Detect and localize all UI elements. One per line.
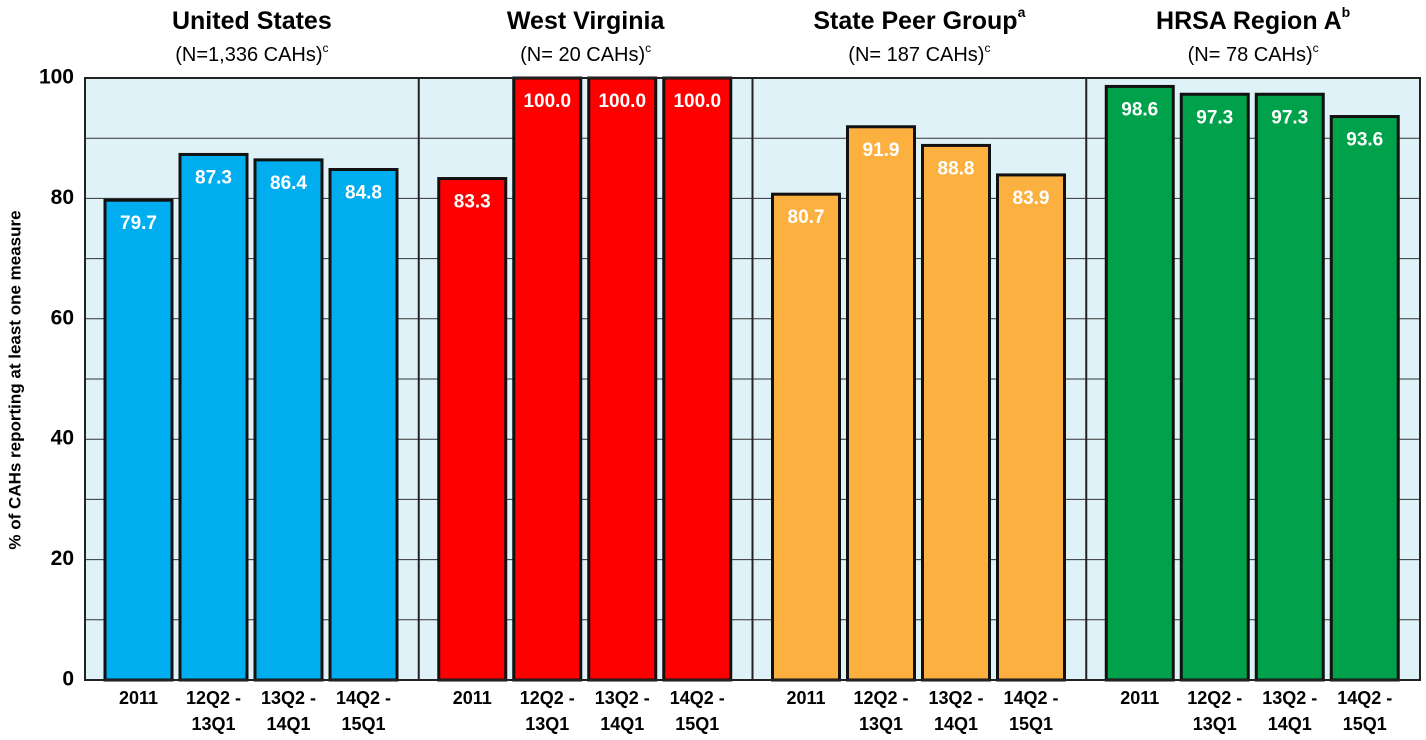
x-tick-label: 14Q1: [1268, 714, 1312, 734]
x-tick-label: 12Q2 -: [520, 688, 575, 708]
bar: [921, 143, 991, 682]
x-tick-label: 2011: [119, 688, 158, 708]
panel-subtitle-note: c: [984, 41, 990, 55]
value-label: 80.7: [788, 207, 825, 228]
value-label: 91.9: [863, 140, 900, 161]
x-tick-label: 13Q1: [525, 714, 569, 734]
bar: [437, 177, 508, 682]
y-tick-label: 20: [51, 547, 74, 570]
x-tick-label: 12Q2 -: [853, 688, 908, 708]
value-label: 83.9: [1013, 188, 1050, 209]
panel-title-text: State Peer Group: [813, 7, 1017, 35]
value-label: 97.3: [1196, 107, 1233, 128]
x-tick-label: 15Q1: [1009, 714, 1053, 734]
panel-subtitle: (N= 78 CAHs)c: [1188, 41, 1319, 66]
panel-subtitle-note: c: [323, 41, 329, 55]
x-tick-label: 15Q1: [1343, 714, 1387, 734]
bar: [587, 76, 658, 682]
value-label: 79.7: [120, 213, 157, 234]
bar: [1254, 92, 1325, 682]
x-tick-label: 2011: [786, 688, 825, 708]
panel-subtitle-note: c: [1313, 41, 1319, 55]
value-label: 93.6: [1346, 130, 1383, 151]
panel-title-text: United States: [172, 7, 332, 35]
y-tick-label: 100: [39, 66, 74, 89]
panel-title: United States: [172, 7, 332, 35]
x-tick-label: 12Q2 -: [186, 688, 241, 708]
value-label: 84.8: [345, 183, 382, 204]
x-tick-label: 15Q1: [675, 714, 719, 734]
value-label: 87.3: [195, 167, 232, 188]
panel-subtitle-text: (N= 78 CAHs): [1188, 44, 1313, 66]
panel-title: West Virginia: [507, 7, 666, 35]
x-tick-label: 14Q1: [600, 714, 644, 734]
bar: [178, 152, 249, 682]
panel-subtitle: (N=1,336 CAHs)c: [175, 41, 328, 66]
panel-subtitle-text: (N= 20 CAHs): [520, 44, 645, 66]
x-tick-label: 13Q2 -: [928, 688, 983, 708]
panel-subtitle-text: (N= 187 CAHs): [848, 44, 984, 66]
bar: [771, 192, 841, 682]
panel-subtitle: (N= 20 CAHs)c: [520, 41, 651, 66]
bar: [996, 173, 1066, 682]
x-tick-label: 12Q2 -: [1187, 688, 1242, 708]
value-label: 83.3: [454, 192, 491, 213]
value-label: 86.4: [270, 173, 307, 194]
panel-title-text: West Virginia: [507, 7, 666, 35]
value-label: 88.8: [938, 158, 975, 179]
panel-title-note: b: [1342, 4, 1351, 20]
bar: [253, 158, 324, 682]
x-tick-label: 2011: [453, 688, 492, 708]
x-tick-label: 13Q2 -: [1262, 688, 1317, 708]
y-tick-label: 60: [51, 306, 74, 329]
panel-subtitle-text: (N=1,336 CAHs): [175, 44, 322, 66]
x-tick-label: 14Q1: [266, 714, 310, 734]
value-label: 98.6: [1121, 99, 1158, 120]
bar: [1104, 84, 1175, 682]
bar: [1179, 92, 1250, 682]
bar: [103, 198, 174, 682]
y-axis-label: % of CAHs reporting at least one measure: [5, 210, 24, 549]
x-tick-label: 14Q2 -: [670, 688, 725, 708]
bar: [512, 76, 583, 682]
y-tick-label: 80: [51, 186, 74, 209]
bar: [328, 168, 399, 682]
x-tick-label: 2011: [1120, 688, 1159, 708]
panel-title: State Peer Groupa: [813, 4, 1025, 35]
x-tick-label: 14Q2 -: [336, 688, 391, 708]
x-tick-label: 14Q1: [934, 714, 978, 734]
x-tick-label: 13Q1: [859, 714, 903, 734]
value-label: 100.0: [523, 91, 571, 112]
panel-title-text: HRSA Region A: [1156, 7, 1342, 35]
x-tick-label: 13Q1: [191, 714, 235, 734]
value-label: 97.3: [1271, 107, 1308, 128]
x-tick-label: 14Q2 -: [1003, 688, 1058, 708]
panel-subtitle-note: c: [645, 41, 651, 55]
y-tick-label: 40: [51, 427, 74, 450]
panel-subtitle: (N= 187 CAHs)c: [848, 41, 990, 66]
x-tick-label: 15Q1: [341, 714, 385, 734]
bar: [846, 125, 916, 682]
y-tick-label: 0: [62, 668, 74, 691]
value-label: 100.0: [673, 91, 721, 112]
plot-frame: [84, 77, 1421, 681]
bar: [662, 76, 733, 682]
x-tick-label: 14Q2 -: [1337, 688, 1392, 708]
x-tick-label: 13Q1: [1193, 714, 1237, 734]
bar: [1329, 115, 1400, 682]
panel-title: HRSA Region Ab: [1156, 4, 1350, 35]
value-label: 100.0: [598, 91, 646, 112]
x-tick-label: 13Q2 -: [595, 688, 650, 708]
x-tick-label: 13Q2 -: [261, 688, 316, 708]
panel-title-note: a: [1018, 4, 1026, 20]
